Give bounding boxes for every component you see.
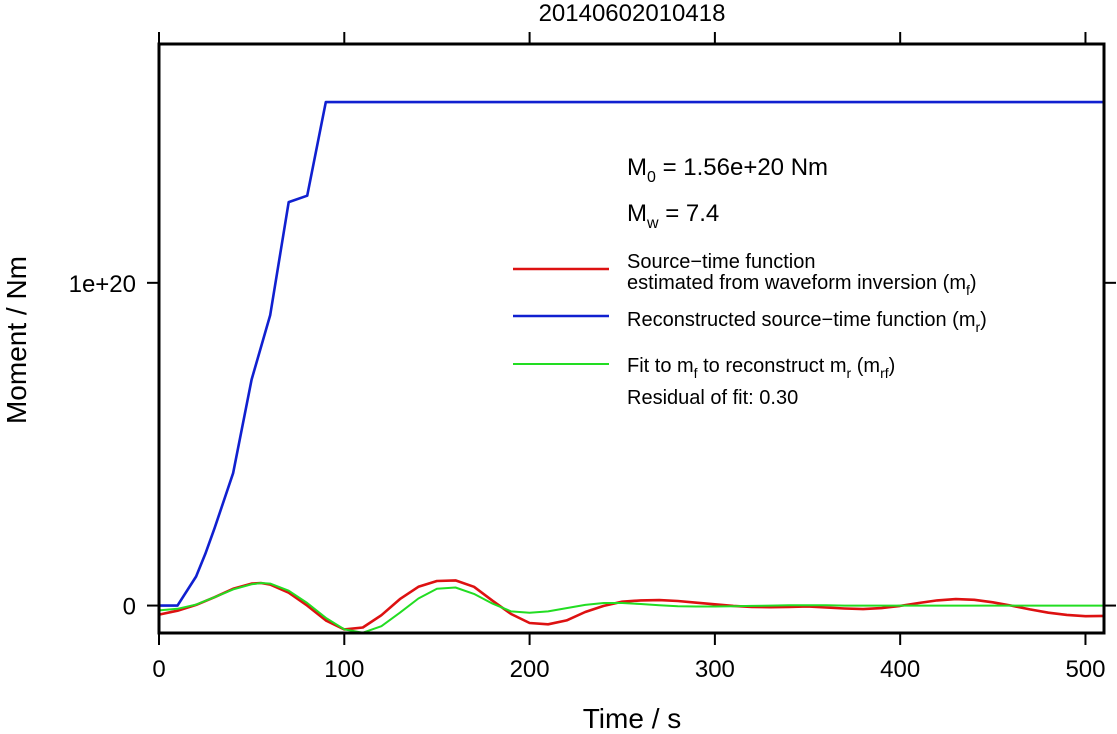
x-tick-label: 200 xyxy=(510,656,550,683)
series-line-red xyxy=(158,579,1105,631)
m0-annotation: M0 = 1.56e+20 Nm xyxy=(627,154,828,186)
series-line-blue xyxy=(159,100,1104,607)
x-axis-label: Time / s xyxy=(583,703,682,734)
plot-frame xyxy=(157,42,1106,635)
legend-label-red: Source−time function xyxy=(627,251,815,273)
series-layer xyxy=(158,100,1105,634)
residual-annotation: Residual of fit: 0.30 xyxy=(627,387,798,409)
y-axis-label: Moment / Nm xyxy=(1,256,32,424)
x-tick-label: 0 xyxy=(152,656,165,683)
y-tick-label: 1e+20 xyxy=(69,271,136,298)
axis-ticks: 0 100 200 300 400 500 0 1e+20 xyxy=(69,32,1116,683)
legend-label-green: Fit to mf to reconstruct mr (mrf) xyxy=(627,355,895,381)
y-tick-label: 0 xyxy=(123,594,136,621)
x-tick-label: 300 xyxy=(695,656,735,683)
x-tick-label: 500 xyxy=(1065,656,1105,683)
legend-label-red: estimated from waveform inversion (mf) xyxy=(627,272,977,298)
mw-annotation: Mw = 7.4 xyxy=(627,200,719,232)
x-tick-label: 100 xyxy=(324,656,364,683)
chart-title: 20140602010418 xyxy=(539,0,726,27)
series-line-green xyxy=(158,582,1104,634)
legend-label-blue: Reconstructed source−time function (mr) xyxy=(627,309,987,335)
x-tick-label: 400 xyxy=(880,656,920,683)
